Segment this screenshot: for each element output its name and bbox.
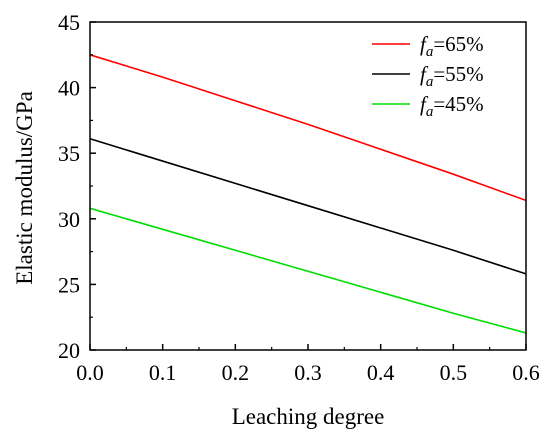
ticks-layer: 0.0 0.1 0.2 0.3 0.4 0.5 0.6 20 25 30 35 40 45: [58, 10, 540, 385]
x-tick-label: 0.0: [76, 360, 104, 385]
x-tick-label: 0.2: [222, 360, 250, 385]
x-axis-title: Leaching degree: [232, 404, 385, 429]
y-tick-label: 30: [58, 207, 80, 232]
y-tick-label: 20: [58, 338, 80, 363]
legend-label-3: fa=45%: [420, 92, 484, 120]
legend-label-2: fa=55%: [420, 62, 484, 90]
x-tick-label: 0.5: [440, 360, 468, 385]
x-tick-label: 0.1: [149, 360, 177, 385]
y-tick-label: 40: [58, 76, 80, 101]
x-tick-label: 0.3: [294, 360, 322, 385]
series-layer: [89, 54, 527, 334]
legend-label-1: fa=65%: [420, 32, 484, 60]
y-axis-title: Elastic modulus/GPa: [12, 91, 37, 285]
series-line-3: [89, 207, 527, 334]
y-tick-label: 45: [58, 10, 80, 35]
y-tick-label: 35: [58, 141, 80, 166]
legend: fa=65%fa=55%fa=45%: [372, 32, 484, 120]
y-tick-label: 25: [58, 272, 80, 297]
x-tick-label: 0.4: [367, 360, 395, 385]
series-line-2: [89, 138, 527, 275]
x-tick-label: 0.6: [512, 360, 540, 385]
series-line-1: [89, 54, 527, 202]
